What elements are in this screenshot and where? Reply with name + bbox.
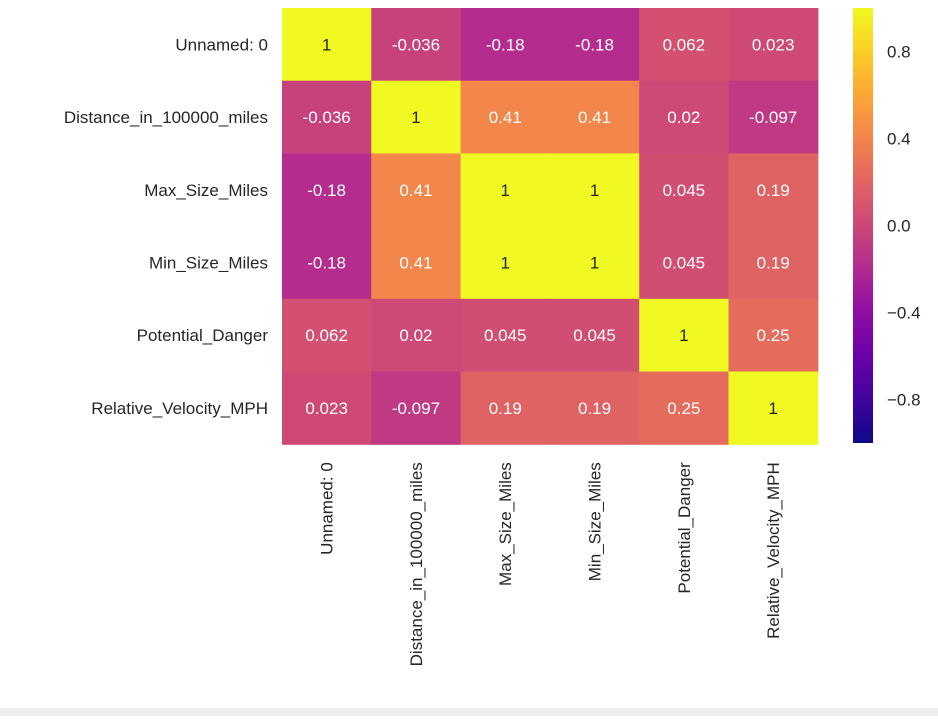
heatmap-cells [282,8,819,445]
heatmap-cell [639,371,730,445]
column-label: Potential_Danger [675,462,694,594]
row-label: Max_Size_Miles [144,181,268,200]
heatmap-cell [371,298,462,373]
column-label: Unnamed: 0 [318,462,337,555]
cell-annotation: 0.19 [757,181,790,200]
heatmap-cell [371,8,462,82]
heatmap-cell [728,8,819,82]
heatmap-cell [460,8,551,82]
cell-annotation: 1 [411,108,420,127]
row-label: Min_Size_Miles [149,253,268,272]
heatmap-cell [728,80,819,154]
heatmap-cell [639,153,730,227]
cell-annotation: 0.19 [757,253,790,272]
column-label: Relative_Velocity_MPH [764,462,783,639]
cell-annotation: 0.41 [399,253,432,272]
heatmap-cell [460,226,551,300]
cell-annotation: 0.045 [663,181,706,200]
colorbar: 0.8 0.4 0.0 −0.4 −0.8 [853,8,921,443]
bottom-scroll-strip [0,708,938,716]
cell-annotation: -0.097 [392,399,440,418]
heatmap-cell [728,153,819,227]
cell-annotation: -0.036 [303,108,351,127]
heatmap-cell [460,371,551,445]
heatmap-cell [282,8,372,82]
cell-annotations: 1 -0.036 -0.18 -0.18 0.062 0.023 -0.036 1 0.41 0.… [303,35,798,418]
cell-annotation: 0.045 [484,326,527,345]
heatmap-cell [549,298,640,373]
cell-annotation: 0.062 [663,35,706,54]
heatmap-cell [728,298,819,373]
heatmap-cell [549,371,640,445]
cell-annotation: 0.02 [667,108,700,127]
colorbar-tick-label: 0.4 [887,130,911,149]
heatmap-cell [728,226,819,300]
column-label: Max_Size_Miles [496,462,515,586]
heatmap-cell [639,298,730,373]
heatmap-cell [371,226,462,300]
heatmap-cell [728,371,819,445]
cell-annotation: -0.097 [749,108,797,127]
heatmap-cell [371,153,462,227]
colorbar-tick-label: −0.4 [887,304,921,323]
cell-annotation: 0.19 [578,399,611,418]
cell-annotation: 1 [501,253,510,272]
cell-annotation: 0.19 [489,399,522,418]
heatmap-cell [549,153,640,227]
heatmap-cell [639,80,730,154]
cell-annotation: 0.41 [399,181,432,200]
row-labels: Unnamed: 0 Distance_in_100000_miles Max_Si… [64,35,268,418]
heatmap-cell [371,80,462,154]
heatmap-cell [282,80,372,154]
row-label: Potential_Danger [137,326,269,345]
colorbar-tick-label: −0.8 [887,391,921,410]
cell-annotation: 1 [679,326,688,345]
heatmap-cell [282,298,372,373]
cell-annotation: 0.023 [305,399,348,418]
cell-annotation: 0.25 [757,326,790,345]
heatmap-cell [460,80,551,154]
cell-annotation: 1 [768,399,777,418]
row-label: Unnamed: 0 [175,35,268,54]
row-label: Distance_in_100000_miles [64,108,268,127]
cell-annotation: 0.41 [578,108,611,127]
heatmap-cell [549,80,640,154]
colorbar-tick-label: 0.0 [887,217,911,236]
cell-annotation: 1 [590,253,599,272]
heatmap-cell [460,298,551,373]
cell-annotation: 0.02 [399,326,432,345]
cell-annotation: -0.036 [392,35,440,54]
heatmap-cell [549,226,640,300]
cell-annotation: 1 [322,35,331,54]
cell-annotation: 0.25 [667,399,700,418]
cell-annotation: 0.045 [663,253,706,272]
cell-annotation: 0.41 [489,108,522,127]
cell-annotation: 0.023 [752,35,795,54]
cell-annotation: -0.18 [307,181,346,200]
heatmap-cell [282,226,372,300]
column-label: Min_Size_Miles [586,462,605,581]
heatmap-cell [460,153,551,227]
colorbar-gradient [853,8,873,443]
cell-annotation: 0.062 [305,326,348,345]
heatmap-cell [282,153,372,227]
cell-annotation: -0.18 [307,253,346,272]
heatmap-cell [282,371,372,445]
colorbar-tick-label: 0.8 [887,43,911,62]
heatmap-cell [371,371,462,445]
cell-annotation: 0.045 [573,326,616,345]
heatmap-cell [639,8,730,82]
column-labels: Unnamed: 0 Distance_in_100000_miles Max_Si… [318,462,784,666]
column-label: Distance_in_100000_miles [407,462,426,666]
heatmap-cell [549,8,640,82]
heatmap-cell [639,226,730,300]
cell-annotation: 1 [501,181,510,200]
cell-annotation: -0.18 [575,35,614,54]
cell-annotation: 1 [590,181,599,200]
row-label: Relative_Velocity_MPH [91,399,268,418]
cell-annotation: -0.18 [486,35,525,54]
